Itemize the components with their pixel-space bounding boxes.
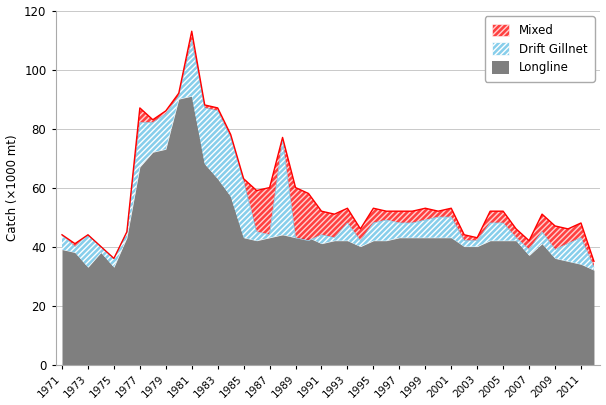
Legend: Mixed, Drift Gillnet, Longline: Mixed, Drift Gillnet, Longline [485, 17, 594, 81]
Y-axis label: Catch (×1000 mt): Catch (×1000 mt) [5, 134, 19, 241]
